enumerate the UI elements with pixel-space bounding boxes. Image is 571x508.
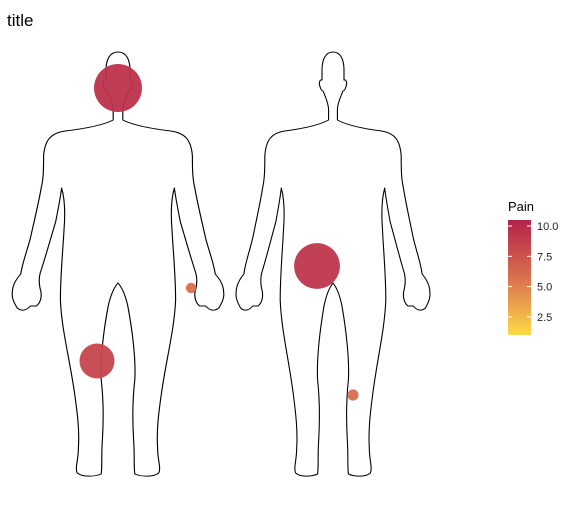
pain-point-back-calf: [347, 389, 359, 401]
legend-title: Pain: [508, 199, 534, 214]
legend: Pain 2.5 5.0 7.5 10.0: [508, 199, 558, 335]
legend-colorbar: [508, 220, 531, 335]
pain-point-front-left-wrist: [185, 282, 197, 294]
legend-tick-label: 7.5: [537, 251, 552, 263]
pain-point-front-right-thigh: [79, 343, 115, 379]
pain-points: [79, 64, 359, 401]
pain-point-front-head: [94, 64, 142, 112]
legend-tick-label: 2.5: [537, 312, 552, 324]
page-title: title: [7, 11, 34, 30]
legend-tick-label: 5.0: [537, 282, 552, 294]
front-body-figure: [11, 51, 225, 477]
pain-point-back-buttock: [294, 243, 340, 289]
legend-tick-label: 10.0: [537, 221, 558, 233]
legend-ticks: 2.5 5.0 7.5 10.0: [508, 221, 558, 324]
